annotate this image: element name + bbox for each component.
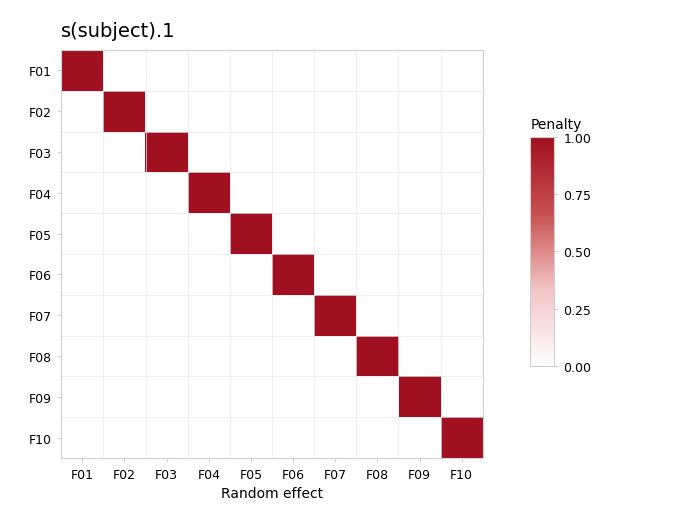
X-axis label: Random effect: Random effect xyxy=(221,486,323,500)
Text: s(subject).1: s(subject).1 xyxy=(61,22,175,41)
Text: Penalty: Penalty xyxy=(530,118,582,132)
